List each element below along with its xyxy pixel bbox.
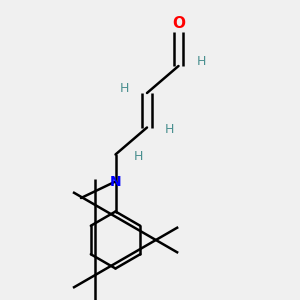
Text: H: H	[120, 82, 129, 95]
Text: H: H	[165, 122, 174, 136]
Text: H: H	[133, 149, 143, 163]
Text: H: H	[196, 55, 206, 68]
Text: O: O	[172, 16, 185, 32]
Text: N: N	[110, 175, 121, 188]
